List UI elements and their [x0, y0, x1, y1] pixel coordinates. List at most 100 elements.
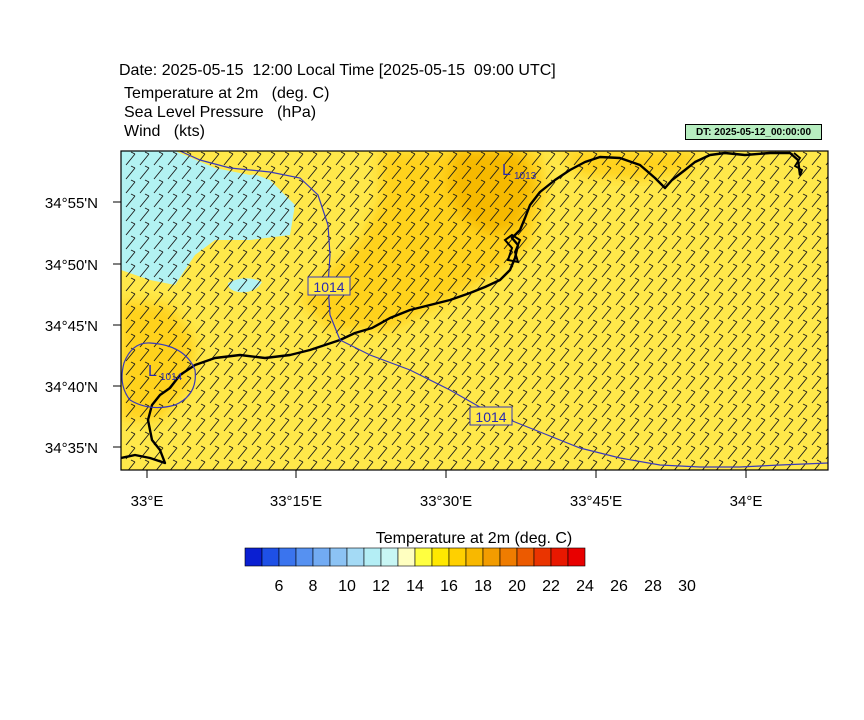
wind-barb — [169, 459, 178, 470]
wind-barb — [559, 277, 570, 292]
wind-barb — [139, 347, 150, 362]
wind-barb — [559, 445, 570, 460]
wind-barb — [377, 375, 388, 390]
wind-barb — [573, 445, 584, 460]
wind-barb — [559, 417, 570, 432]
wind-barb — [321, 151, 332, 166]
wind-barb — [349, 151, 360, 166]
wind-barb — [167, 445, 178, 460]
wind-barb — [615, 207, 626, 222]
wind-barb — [447, 375, 458, 390]
wind-barb — [405, 333, 416, 348]
wind-barb — [587, 389, 598, 404]
wind-barb — [139, 333, 150, 348]
wind-barb — [797, 235, 808, 250]
wind-barb — [293, 361, 304, 376]
wind-barb — [349, 431, 360, 446]
wind-barb — [181, 249, 192, 264]
wind-barb — [657, 263, 668, 278]
wind-barb — [335, 347, 346, 362]
wind-barb — [209, 221, 220, 236]
wind-barb — [727, 389, 738, 404]
wind-barb — [615, 403, 626, 418]
wind-barb — [573, 263, 584, 278]
wind-barb — [279, 291, 290, 306]
wind-barb — [657, 319, 668, 334]
wind-barb — [503, 361, 514, 376]
wind-barb — [153, 445, 164, 460]
wind-barb — [447, 193, 458, 208]
wind-barb — [811, 263, 822, 278]
wind-barb — [335, 193, 346, 208]
wind-barb — [153, 235, 164, 250]
wind-barb — [139, 193, 150, 208]
lat-label: 34°45'N — [45, 318, 98, 335]
wind-barb — [321, 389, 332, 404]
low-marker-west: L 1014 — [148, 363, 183, 383]
wind-barb — [209, 193, 220, 208]
wind-barb — [545, 319, 556, 334]
wind-barb — [433, 319, 444, 334]
wind-barb — [405, 291, 416, 306]
wind-barb — [755, 193, 766, 208]
wind-barb — [433, 375, 444, 390]
wind-barb — [237, 235, 248, 250]
colorbar-swatch — [380, 547, 399, 567]
wind-barb — [197, 459, 206, 470]
wind-barb — [265, 179, 276, 194]
wind-barb — [223, 207, 234, 222]
wind-barb — [713, 221, 724, 236]
wind-barb — [629, 207, 640, 222]
wind-barb — [279, 249, 290, 264]
wind-barb — [643, 431, 654, 446]
wind-barb — [671, 333, 682, 348]
wind-barb — [573, 207, 584, 222]
wind-barb — [265, 235, 276, 250]
wind-barb — [603, 459, 612, 470]
wind-barb — [279, 361, 290, 376]
wind-barb — [307, 417, 318, 432]
wind-barb — [769, 249, 780, 264]
wind-barb — [181, 179, 192, 194]
wind-barb — [517, 389, 528, 404]
wind-barb — [601, 389, 612, 404]
wind-barb — [741, 431, 752, 446]
wind-barb — [489, 431, 500, 446]
wind-barb — [643, 277, 654, 292]
wind-barb — [419, 249, 430, 264]
wind-barb — [265, 193, 276, 208]
wind-barb — [181, 445, 192, 460]
colorbar-swatch — [278, 547, 297, 567]
wind-barb — [797, 291, 808, 306]
wind-barb — [363, 235, 374, 250]
wind-barb — [141, 459, 150, 470]
wind-barb — [419, 179, 430, 194]
wind-barb — [811, 333, 822, 348]
wind-barb — [475, 319, 486, 334]
wind-barb — [267, 459, 276, 470]
low-value: 1014 — [160, 372, 183, 383]
wind-barb — [657, 431, 668, 446]
lon-label: 33°30'E — [420, 493, 472, 510]
wind-barb — [769, 165, 780, 180]
wind-barb — [671, 277, 682, 292]
wind-barb — [643, 193, 654, 208]
isobar-label-text: 1014 — [313, 279, 344, 295]
wind-barb — [517, 151, 528, 166]
wind-barb — [615, 417, 626, 432]
wind-barb — [237, 375, 248, 390]
colorbar-tick-label: 8 — [309, 578, 318, 595]
wind-barb — [461, 249, 472, 264]
wind-barb — [517, 445, 528, 460]
wind-barb — [757, 459, 766, 470]
wind-barb — [727, 333, 738, 348]
wind-barb — [209, 319, 220, 334]
wind-barb — [125, 249, 136, 264]
wind-barb — [321, 207, 332, 222]
wind-barb — [433, 249, 444, 264]
wind-barb — [727, 403, 738, 418]
wind-barb — [475, 333, 486, 348]
wind-barb — [223, 403, 234, 418]
wind-barb — [293, 319, 304, 334]
wind-barb — [587, 319, 598, 334]
